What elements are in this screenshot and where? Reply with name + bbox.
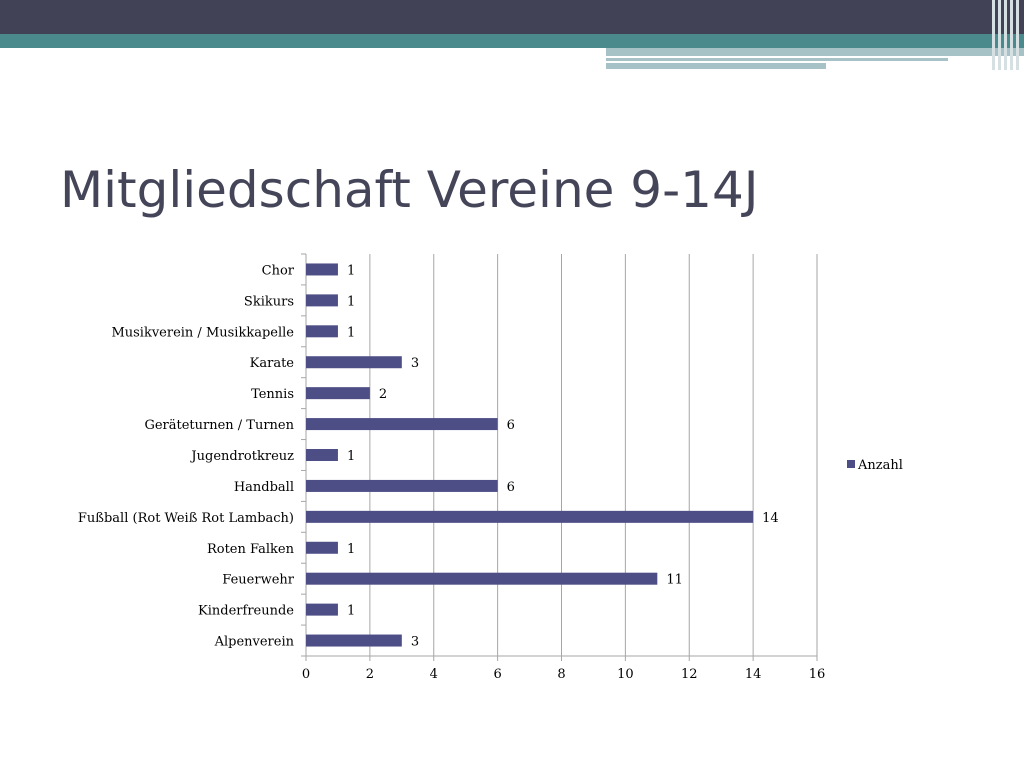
data-label: 3 [411,356,419,371]
slide-title: Mitgliedschaft Vereine 9-14J [60,161,759,219]
x-tick-label: 10 [617,667,634,682]
bar [306,510,754,523]
bar [306,479,498,492]
data-label: 1 [347,604,355,619]
category-label: Jugendrotkreuz [189,449,294,464]
bar [306,325,338,338]
x-tick-label: 14 [745,667,762,682]
data-label: 3 [411,635,419,650]
bar [306,603,338,616]
header-thin-line-1 [606,58,948,61]
data-label: 1 [347,449,355,464]
bar [306,387,370,400]
x-tick-label: 2 [366,667,374,682]
legend-label: Anzahl [857,458,903,473]
data-label: 1 [347,542,355,557]
category-label: Tennis [251,387,294,402]
header-light-band [606,48,1024,56]
x-tick-label: 8 [557,667,565,682]
header-stripe-5 [1016,0,1019,70]
category-label: Alpenverein [214,635,295,650]
bar [306,356,402,369]
header-stripe-2 [998,0,1001,70]
x-tick-label: 16 [809,667,826,682]
category-label: Handball [234,480,294,495]
legend-swatch [847,460,855,468]
category-label: Musikverein / Musikkapelle [111,325,294,340]
bar [306,572,658,585]
data-label: 2 [379,387,387,402]
header-teal-band [0,34,1024,48]
data-label: 6 [507,418,515,433]
category-label: Karate [250,356,295,371]
header-bands [0,0,1024,70]
x-tick-label: 0 [302,667,310,682]
bar [306,541,338,554]
category-label: Fußball (Rot Weiß Rot Lambach) [78,511,294,526]
category-label: Feuerwehr [222,573,294,588]
data-label: 11 [666,573,683,588]
data-label: 1 [347,325,355,340]
slide-header-decoration [0,0,1024,80]
bar [306,294,338,307]
header-dark-band [0,0,1024,34]
header-thin-line-2 [606,63,826,69]
data-label: 14 [762,511,779,526]
category-label: Kinderfreunde [198,604,294,619]
bar [306,634,402,647]
category-label: Chor [262,263,295,278]
data-label: 1 [347,263,355,278]
header-stripe-3 [1004,0,1007,70]
header-stripe-1 [992,0,995,70]
bar [306,449,338,461]
bar [306,263,338,276]
bar [306,418,498,431]
x-tick-label: 12 [681,667,698,682]
x-tick-label: 4 [430,667,438,682]
x-tick-label: 6 [493,667,501,682]
data-label: 6 [507,480,515,495]
data-label: 1 [347,294,355,309]
category-label: Roten Falken [207,542,295,557]
category-label: Skikurs [244,294,294,309]
header-white-strip [0,48,606,52]
header-stripe-4 [1010,0,1013,70]
category-label: Geräteturnen / Turnen [144,418,294,433]
